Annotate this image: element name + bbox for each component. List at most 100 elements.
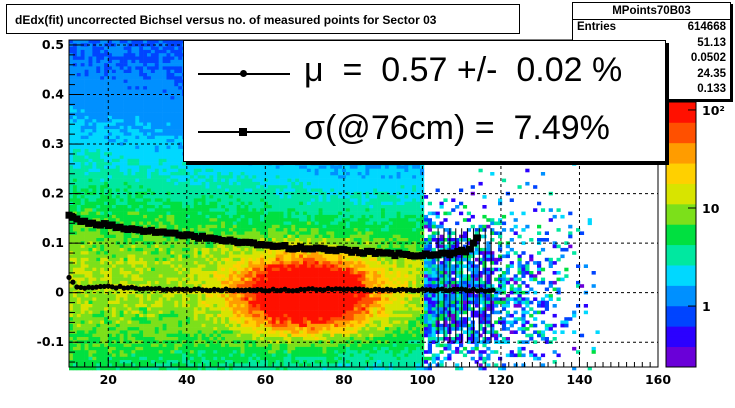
heatmap-cell bbox=[166, 181, 171, 186]
heatmap-cell bbox=[111, 195, 117, 199]
heatmap-cell bbox=[221, 320, 226, 325]
heatmap-cell bbox=[186, 254, 191, 259]
heatmap-cell bbox=[104, 343, 109, 348]
heatmap-cell bbox=[127, 346, 132, 351]
heatmap-cell bbox=[221, 188, 226, 193]
heatmap-cell bbox=[232, 218, 237, 222]
heatmap-cell bbox=[162, 340, 167, 344]
heatmap-cell bbox=[111, 115, 117, 120]
heatmap-cell bbox=[80, 214, 85, 219]
heatmap-cell bbox=[232, 257, 237, 262]
heatmap-cell bbox=[197, 224, 202, 229]
heatmap-cell bbox=[84, 125, 89, 130]
heatmap-cell bbox=[84, 188, 89, 193]
heatmap-cell bbox=[127, 175, 132, 179]
heatmap-cell bbox=[162, 244, 167, 249]
heatmap-cell bbox=[143, 102, 148, 107]
heatmap-cell bbox=[100, 218, 105, 222]
heatmap-cell bbox=[88, 112, 93, 117]
heatmap-cell bbox=[100, 102, 105, 107]
heatmap-cell bbox=[123, 162, 128, 166]
heatmap-cell bbox=[123, 139, 128, 143]
heatmap-cell bbox=[72, 277, 78, 282]
heatmap-cell bbox=[131, 320, 136, 325]
heatmap-cell bbox=[228, 168, 234, 173]
heatmap-cell bbox=[225, 320, 230, 325]
heatmap-cell bbox=[174, 82, 179, 87]
heatmap-cell bbox=[244, 307, 249, 311]
heatmap-cell bbox=[189, 350, 195, 354]
heatmap-cell bbox=[158, 152, 163, 156]
heatmap-cell bbox=[88, 261, 93, 265]
heatmap-cell bbox=[205, 221, 210, 226]
heatmap-cell bbox=[119, 257, 124, 262]
heatmap-cell bbox=[115, 271, 120, 275]
heatmap-cell bbox=[178, 195, 183, 199]
heatmap-cell bbox=[108, 139, 113, 143]
heatmap-cell bbox=[166, 56, 171, 61]
heatmap-cell bbox=[135, 158, 140, 163]
heatmap-cell bbox=[205, 297, 210, 301]
heatmap-cell bbox=[119, 172, 124, 176]
heatmap-cell bbox=[76, 323, 81, 328]
heatmap-cell bbox=[72, 129, 78, 133]
heatmap-cell bbox=[127, 135, 132, 140]
heatmap-cell bbox=[205, 277, 210, 282]
heatmap-cell bbox=[127, 106, 132, 110]
heatmap-cell bbox=[115, 46, 120, 51]
heatmap-cell bbox=[131, 158, 136, 163]
heatmap-cell bbox=[225, 257, 230, 262]
heatmap-cell bbox=[147, 145, 152, 150]
heatmap-cell bbox=[236, 195, 241, 199]
heatmap-cell bbox=[84, 162, 89, 166]
heatmap-cell bbox=[100, 356, 105, 361]
heatmap-cell bbox=[166, 195, 171, 199]
heatmap-cell bbox=[84, 353, 89, 358]
heatmap-cell bbox=[84, 49, 89, 54]
heatmap-cell bbox=[162, 307, 167, 311]
heatmap-cell bbox=[178, 142, 183, 146]
heatmap-cell bbox=[111, 350, 117, 354]
heatmap-cell bbox=[240, 310, 245, 315]
heatmap-cell bbox=[150, 102, 156, 107]
heatmap-cell bbox=[170, 247, 175, 252]
heatmap-cell bbox=[127, 300, 132, 305]
heatmap-cell bbox=[119, 188, 124, 193]
heatmap-cell bbox=[72, 346, 78, 351]
heatmap-cell bbox=[248, 201, 253, 206]
heatmap-cell bbox=[72, 244, 78, 249]
heatmap-cell bbox=[182, 201, 187, 206]
heatmap-cell bbox=[166, 337, 171, 341]
heatmap-cell bbox=[256, 224, 261, 229]
heatmap-cell bbox=[182, 280, 187, 285]
heatmap-cell bbox=[170, 96, 175, 100]
heatmap-cell bbox=[213, 231, 218, 235]
heatmap-cell bbox=[186, 330, 191, 334]
heatmap-cell bbox=[96, 346, 101, 351]
heatmap-cell bbox=[96, 135, 101, 140]
heatmap-cell bbox=[115, 165, 120, 169]
heatmap-cell bbox=[158, 277, 163, 282]
heatmap-cell bbox=[154, 82, 159, 87]
heatmap-cell bbox=[213, 211, 218, 216]
heatmap-cell bbox=[225, 181, 230, 186]
heatmap-cell bbox=[100, 181, 105, 186]
heatmap-cell bbox=[197, 343, 202, 348]
heatmap-cell bbox=[139, 125, 144, 130]
heatmap-cell bbox=[139, 356, 144, 361]
heatmap-cell bbox=[197, 257, 202, 262]
heatmap-cell bbox=[252, 271, 257, 275]
heatmap-cell bbox=[252, 172, 257, 176]
heatmap-cell bbox=[182, 363, 187, 367]
heatmap-cell bbox=[88, 162, 93, 166]
heatmap-cell bbox=[260, 337, 265, 341]
heatmap-cell bbox=[217, 178, 222, 183]
heatmap-cell bbox=[205, 257, 210, 262]
heatmap-cell bbox=[166, 294, 171, 298]
heatmap-cell bbox=[139, 360, 144, 364]
heatmap-cell bbox=[111, 264, 117, 268]
heatmap-cell bbox=[127, 333, 132, 338]
heatmap-cell bbox=[119, 360, 124, 364]
heatmap-cell bbox=[111, 158, 117, 163]
heatmap-cell bbox=[123, 307, 128, 311]
